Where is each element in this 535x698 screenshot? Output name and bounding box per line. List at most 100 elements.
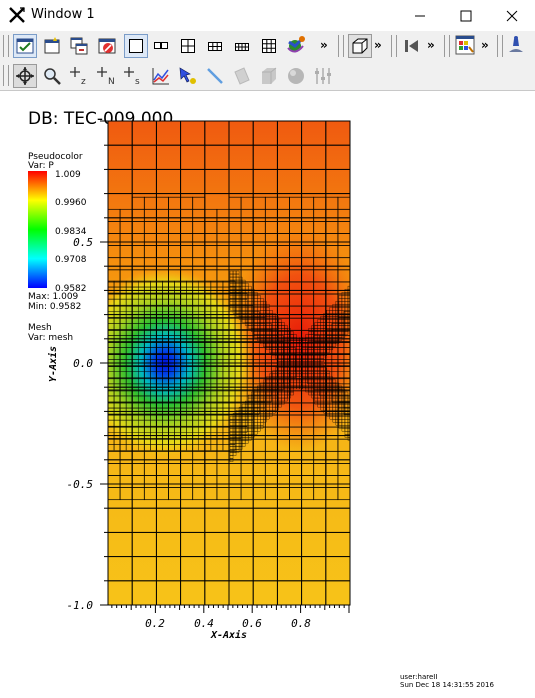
maximize-button[interactable] (443, 0, 489, 31)
date-info: Sun Dec 18 14:31:55 2016 (400, 681, 494, 689)
maximize-icon (460, 10, 472, 21)
plane-icon (234, 67, 250, 85)
x-axis-label: X-Axis (210, 629, 247, 641)
x-tick-label: 0.6 (242, 617, 262, 630)
navigate-mode-button[interactable] (13, 64, 37, 88)
box-tool-button[interactable] (258, 65, 280, 87)
mesh-legend-var: Var: mesh (28, 333, 73, 343)
layout-2x2-icon (181, 39, 195, 53)
legend-tick-label: 0.9582 (55, 284, 87, 294)
legend-var: Var: P (28, 161, 54, 171)
svg-text:z: z (81, 77, 86, 86)
new-window-button[interactable] (41, 35, 63, 57)
legend-min: Min: 0.9582 (28, 302, 81, 312)
delete-window-icon (98, 38, 116, 54)
layout-2x3-button[interactable] (204, 35, 226, 57)
animation-back-button[interactable] (400, 35, 422, 57)
toolbar-extension-4[interactable]: » (481, 38, 489, 52)
legend-tick-label: 0.9708 (55, 255, 87, 265)
x-tick-label: 0.8 (291, 617, 311, 630)
legend-max: Max: 1.009 (28, 292, 79, 302)
layout-2x3-icon (208, 42, 222, 51)
spin-mode-button[interactable] (285, 34, 307, 56)
copy-window-button[interactable] (68, 35, 90, 57)
y-tick-label: 0.0 (73, 357, 93, 370)
zoom-mode-button[interactable] (41, 65, 63, 87)
pseudocolor-plot[interactable] (77, 121, 370, 605)
title-bar: Window 1 (0, 0, 535, 32)
user-info: user:hareII (400, 673, 437, 681)
navigate-icon (16, 67, 34, 85)
x-tick-label: 0.4 (194, 617, 214, 630)
toolbar-grip[interactable] (444, 35, 450, 57)
x-tick-label: 0.2 (145, 617, 165, 630)
minimize-icon (415, 15, 425, 16)
y-axis-label: Y-Axis (47, 346, 59, 382)
toolbar-grip[interactable] (497, 35, 503, 57)
toolbar-extension-1[interactable]: » (320, 38, 328, 52)
interaction-toolbar: z N s (0, 61, 535, 91)
view-3d-box-icon (352, 38, 368, 54)
mesh-plot (108, 121, 350, 605)
layout-1x1-button[interactable] (124, 34, 148, 58)
toolbar-grip[interactable] (338, 35, 344, 57)
toolbar-grip[interactable] (391, 35, 397, 57)
active-window-button[interactable] (13, 34, 37, 58)
lineout-z-button[interactable]: z (69, 65, 91, 87)
lineout-s-button[interactable]: s (123, 65, 145, 87)
visualization-window[interactable]: DB: TEC-009.000 Pseudocolor Var: P 1.009… (0, 91, 535, 698)
line-tool-button[interactable] (204, 65, 226, 87)
plane-tool-button[interactable] (231, 65, 253, 87)
plot-canvas[interactable]: DB: TEC-009.000 Pseudocolor Var: P 1.009… (0, 91, 535, 698)
lineout-s-icon: s (124, 67, 140, 86)
axis-slider-button[interactable] (312, 65, 334, 87)
close-icon (506, 10, 518, 21)
pick-mode-button[interactable] (177, 65, 199, 87)
layout-2x2-button[interactable] (177, 35, 199, 57)
box-icon (262, 67, 277, 84)
lineout-n-icon: N (97, 67, 115, 86)
y-tick-label: -0.5 (67, 478, 94, 491)
lighting-lamp-icon (509, 36, 523, 52)
layout-1x1-icon (129, 39, 143, 53)
sphere-icon (288, 68, 304, 84)
delete-window-button[interactable] (96, 35, 118, 57)
close-button[interactable] (489, 0, 535, 31)
layout-1x2-button[interactable] (150, 35, 172, 57)
legend-tick-label: 0.9960 (55, 198, 87, 208)
color-table-button[interactable] (454, 34, 476, 56)
axes (100, 120, 350, 613)
curve-plot-button[interactable] (150, 65, 172, 87)
minimize-button[interactable] (397, 0, 443, 31)
svg-text:N: N (108, 77, 115, 86)
slider-icon (315, 68, 331, 84)
layout-3x3-icon (235, 43, 249, 51)
animation-back-icon (405, 40, 418, 52)
legend-title: Pseudocolor (28, 152, 83, 162)
legend-tick-label: 1.009 (55, 170, 81, 180)
color-table-icon (455, 35, 475, 55)
sphere-tool-button[interactable] (285, 65, 307, 87)
toolbar-grip[interactable] (3, 65, 9, 86)
color-bar (28, 171, 47, 288)
layout-4x4-button[interactable] (258, 35, 280, 57)
toolbar-extension-3[interactable]: » (427, 38, 435, 52)
zoom-icon (44, 68, 61, 85)
view-3d-button[interactable] (348, 34, 372, 58)
y-tick-label: -1.0 (67, 599, 94, 612)
layout-3x3-button[interactable] (231, 35, 253, 57)
window-title: Window 1 (31, 7, 95, 22)
pick-icon (179, 67, 196, 84)
lineout-z-icon: z (70, 67, 86, 86)
layout-4x4-icon (262, 39, 276, 53)
visit-app-icon (9, 7, 25, 23)
mesh-legend-title: Mesh (28, 323, 52, 333)
line-icon (207, 68, 223, 84)
lineout-n-button[interactable]: N (96, 65, 118, 87)
toolbar-extension-2[interactable]: » (374, 38, 382, 52)
lighting-button[interactable] (505, 34, 527, 56)
y-tick-label: 0.5 (73, 236, 93, 249)
legend-tick-label: 0.9834 (55, 227, 87, 237)
layout-1x2-icon (154, 42, 168, 49)
toolbar-grip[interactable] (3, 35, 9, 57)
